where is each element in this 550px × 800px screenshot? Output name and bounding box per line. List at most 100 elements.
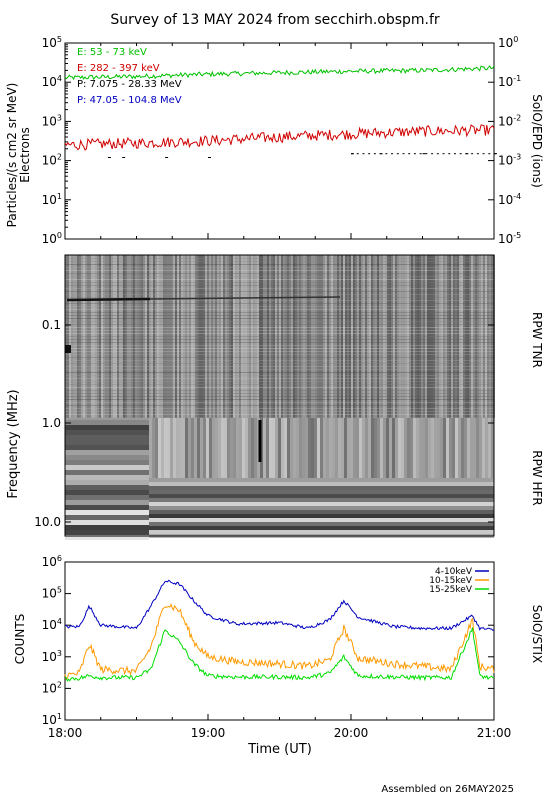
rpw-tnr-column <box>81 255 83 418</box>
rpw-tnr-column <box>343 255 345 418</box>
rpw-tnr-column <box>127 255 129 418</box>
rpw-tnr-column <box>339 255 341 418</box>
rpw-hfr-column <box>197 418 200 478</box>
rpw-hfr-column <box>275 418 278 478</box>
rpw-tnr-column <box>211 255 213 418</box>
rpw-hfr-column <box>383 418 386 478</box>
rpw-tnr-column <box>327 255 329 418</box>
figure-title: Survey of 13 MAY 2024 from secchirh.obsp… <box>110 12 440 28</box>
rpw-hfr-band <box>65 440 149 445</box>
stix-legend-label: 4-10keV <box>435 567 473 577</box>
rpw-tnr-row <box>65 294 494 295</box>
rpw-hfr-row <box>149 482 494 486</box>
rpw-tnr-column <box>259 255 261 418</box>
rpw-hfr-column <box>227 418 230 478</box>
rpw-hfr-band <box>65 475 149 480</box>
rpw-tnr-column <box>425 255 427 418</box>
rpw-tnr-column <box>421 255 423 418</box>
rpw-tnr-column <box>91 255 93 418</box>
rpw-hfr-column <box>251 418 254 478</box>
particles-ytick-label: 101 <box>42 192 62 207</box>
rpw-hfr-column <box>176 418 179 478</box>
rpw-hfr-column <box>245 418 248 478</box>
rpw-tnr-row <box>65 363 494 364</box>
rpw-hfr-band <box>65 460 149 465</box>
rpw-hfr-column <box>434 418 437 478</box>
rpw-tnr-column <box>429 255 431 418</box>
rpw-tnr-row <box>65 351 494 352</box>
particles-right-label: SolO/EPD (ions) <box>530 94 544 188</box>
rpw-tnr-column <box>171 255 173 418</box>
rpw-tnr-column <box>161 255 163 418</box>
rpw-tnr-row <box>65 375 494 376</box>
rpw-tnr-column <box>391 255 393 418</box>
rpw-hfr-column <box>230 418 233 478</box>
rpw-hfr-column <box>371 418 374 478</box>
rpw-tnr-column <box>371 255 373 418</box>
rpw-tnr-column <box>95 255 97 418</box>
rpw-tnr-column <box>229 255 231 418</box>
rpw-tnr-column <box>359 255 361 418</box>
rpw-tnr-column <box>483 255 485 418</box>
rpw-tnr-column <box>101 255 103 418</box>
rpw-tnr-column <box>119 255 121 418</box>
rpw-tnr-column <box>243 255 245 418</box>
rpw-hfr-column <box>374 418 377 478</box>
rpw-hfr-column <box>341 418 344 478</box>
rpw-tnr-column <box>121 255 123 418</box>
rpw-tnr-column <box>417 255 419 418</box>
rpw-tnr-row <box>65 357 494 358</box>
rpw-hfr-column <box>266 418 269 478</box>
rpw-tnr-column <box>317 255 319 418</box>
rpw-tnr-column <box>275 255 277 418</box>
rpw-tnr-row <box>65 387 494 388</box>
rpw-tnr-column <box>215 255 217 418</box>
rpw-hfr-band <box>65 465 149 470</box>
rpw-hfr-column <box>182 418 185 478</box>
rpw-hfr-band <box>65 515 149 520</box>
rpw-panel: 0.1 1.0 10.0 Frequency (MHz) RPW TNR RPW H… <box>6 254 544 540</box>
rpw-hfr-column <box>179 418 182 478</box>
rpw-tnr-column <box>347 255 349 418</box>
rpw-tnr-column <box>455 255 457 418</box>
rpw-tnr-column <box>283 255 285 418</box>
rpw-tnr-column <box>357 255 359 418</box>
rpw-hfr-band <box>65 510 149 515</box>
rpw-tnr-column <box>153 255 155 418</box>
rpw-hfr-column <box>338 418 341 478</box>
particles-ytick-label: 105 <box>42 35 62 50</box>
rpw-hfr-column <box>467 418 470 478</box>
rpw-tnr-column <box>435 255 437 418</box>
rpw-tnr-column <box>263 255 265 418</box>
rpw-tnr-column <box>479 255 481 418</box>
rpw-hfr-column <box>299 418 302 478</box>
rpw-hfr-band <box>65 480 149 485</box>
stix-xtick-label: 18:00 <box>48 726 83 740</box>
rpw-tnr-column <box>157 255 159 418</box>
rpw-tnr-column <box>173 255 175 418</box>
rpw-hfr-label: RPW HFR <box>530 450 544 506</box>
rpw-hfr-column <box>470 418 473 478</box>
rpw-tnr-column <box>255 255 257 418</box>
rpw-hfr-row <box>149 506 494 510</box>
rpw-tnr-column <box>365 255 367 418</box>
rpw-hfr-column <box>410 418 413 478</box>
particles-y2tick-label: 10-1 <box>498 74 521 89</box>
rpw-tnr-row <box>65 396 494 397</box>
rpw-hfr-column <box>224 418 227 478</box>
rpw-tnr-column <box>209 255 211 418</box>
rpw-tnr-column <box>289 255 291 418</box>
rpw-tnr-column <box>353 255 355 418</box>
rpw-hfr-column <box>302 418 305 478</box>
particles-ytick-label: 100 <box>42 231 62 246</box>
rpw-tnr-column <box>325 255 327 418</box>
rpw-tnr-row <box>65 417 494 418</box>
rpw-hfr-column <box>380 418 383 478</box>
stix-xtick-label: 20:00 <box>334 726 369 740</box>
stix-ytick-label: 106 <box>42 554 62 569</box>
rpw-tnr-column <box>247 255 249 418</box>
rpw-hfr-column <box>392 418 395 478</box>
rpw-tnr-column <box>401 255 403 418</box>
rpw-tnr-column <box>145 255 147 418</box>
